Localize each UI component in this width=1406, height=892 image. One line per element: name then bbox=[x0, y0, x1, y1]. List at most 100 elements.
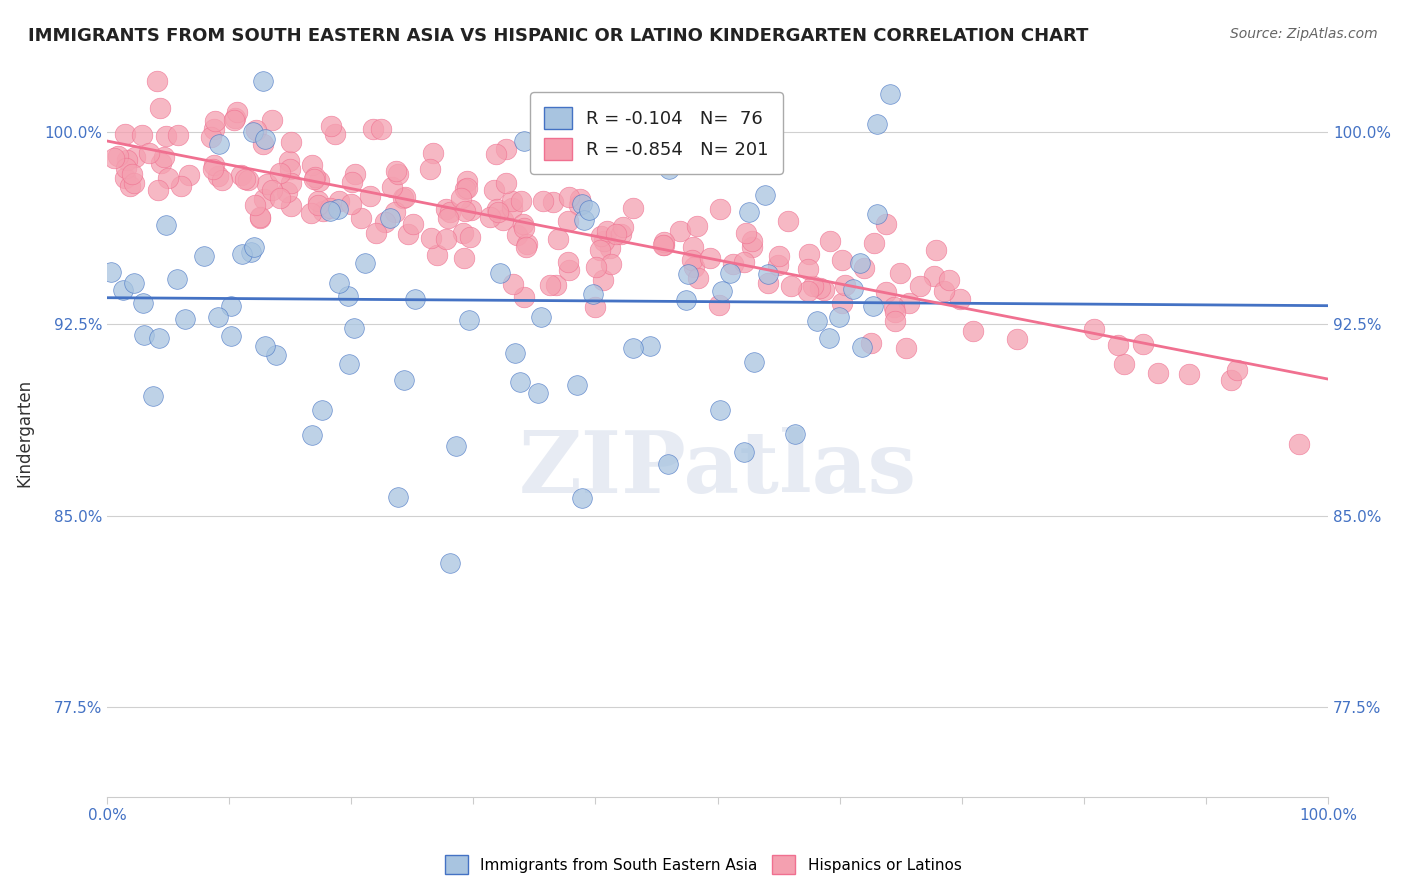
Point bbox=[1005, 332, 1028, 346]
Point bbox=[707, 298, 730, 312]
Point bbox=[841, 282, 863, 296]
Point bbox=[378, 211, 401, 225]
Point bbox=[865, 117, 887, 131]
Point bbox=[485, 147, 508, 161]
Point bbox=[592, 273, 614, 287]
Point bbox=[797, 262, 820, 277]
Point bbox=[506, 228, 529, 243]
Point bbox=[131, 128, 153, 143]
Point bbox=[652, 237, 675, 252]
Point bbox=[859, 336, 882, 351]
Point bbox=[256, 177, 278, 191]
Point bbox=[323, 127, 346, 141]
Point bbox=[754, 187, 776, 202]
Point bbox=[458, 229, 481, 244]
Point bbox=[142, 389, 165, 403]
Point bbox=[269, 166, 291, 180]
Point bbox=[849, 256, 872, 270]
Point bbox=[319, 202, 342, 216]
Point bbox=[949, 292, 972, 306]
Point bbox=[741, 239, 763, 253]
Point bbox=[510, 194, 533, 209]
Point bbox=[211, 173, 233, 187]
Point bbox=[245, 198, 267, 212]
Point bbox=[426, 248, 449, 262]
Point bbox=[439, 557, 461, 571]
Point bbox=[898, 296, 921, 310]
Point bbox=[238, 173, 260, 187]
Point bbox=[501, 202, 523, 216]
Point bbox=[312, 204, 335, 219]
Point bbox=[851, 340, 873, 354]
Point bbox=[530, 310, 553, 325]
Point bbox=[364, 226, 387, 240]
Point bbox=[669, 224, 692, 238]
Point bbox=[177, 168, 200, 182]
Point bbox=[538, 278, 561, 293]
Point bbox=[280, 135, 302, 149]
Point bbox=[328, 276, 350, 290]
Point bbox=[711, 285, 734, 299]
Point bbox=[817, 330, 839, 344]
Legend: Immigrants from South Eastern Asia, Hispanics or Latinos: Immigrants from South Eastern Asia, Hisp… bbox=[439, 849, 967, 880]
Point bbox=[242, 240, 264, 254]
Point bbox=[883, 300, 905, 314]
Point bbox=[1288, 437, 1310, 451]
Point bbox=[112, 283, 135, 297]
Point bbox=[810, 280, 832, 294]
Point bbox=[219, 329, 242, 343]
Point bbox=[557, 254, 579, 268]
Point bbox=[932, 284, 955, 298]
Point bbox=[1132, 337, 1154, 351]
Point bbox=[569, 192, 592, 206]
Point bbox=[138, 145, 160, 160]
Point bbox=[557, 214, 579, 228]
Point bbox=[385, 164, 408, 178]
Point bbox=[337, 289, 360, 303]
Point bbox=[373, 215, 395, 229]
Point bbox=[120, 179, 142, 194]
Point bbox=[862, 235, 884, 250]
Point bbox=[396, 227, 419, 241]
Point bbox=[392, 190, 415, 204]
Point bbox=[567, 377, 589, 392]
Point bbox=[596, 224, 619, 238]
Point bbox=[453, 251, 475, 265]
Point bbox=[204, 113, 226, 128]
Point bbox=[721, 257, 744, 271]
Point bbox=[260, 183, 283, 197]
Point bbox=[434, 232, 457, 246]
Point bbox=[173, 311, 195, 326]
Point bbox=[387, 490, 409, 504]
Point bbox=[783, 426, 806, 441]
Point bbox=[718, 266, 741, 280]
Point bbox=[531, 194, 554, 208]
Point bbox=[422, 146, 444, 161]
Point bbox=[157, 171, 180, 186]
Point bbox=[405, 292, 427, 306]
Point bbox=[208, 137, 231, 152]
Point bbox=[458, 313, 481, 327]
Point bbox=[526, 386, 548, 401]
Text: ZIPatlas: ZIPatlas bbox=[519, 427, 917, 511]
Point bbox=[219, 299, 242, 313]
Point bbox=[339, 197, 361, 211]
Point bbox=[155, 128, 177, 143]
Point bbox=[114, 128, 136, 142]
Point bbox=[278, 161, 301, 176]
Point bbox=[146, 183, 169, 197]
Point bbox=[741, 234, 763, 248]
Point bbox=[222, 113, 245, 128]
Point bbox=[226, 105, 249, 120]
Point bbox=[582, 287, 605, 301]
Point bbox=[350, 211, 373, 225]
Point bbox=[148, 331, 170, 345]
Point bbox=[308, 174, 330, 188]
Point bbox=[446, 439, 468, 453]
Point bbox=[299, 206, 322, 220]
Point bbox=[699, 251, 721, 265]
Point bbox=[682, 260, 704, 274]
Point bbox=[456, 180, 478, 194]
Point bbox=[302, 172, 325, 186]
Point bbox=[541, 194, 564, 209]
